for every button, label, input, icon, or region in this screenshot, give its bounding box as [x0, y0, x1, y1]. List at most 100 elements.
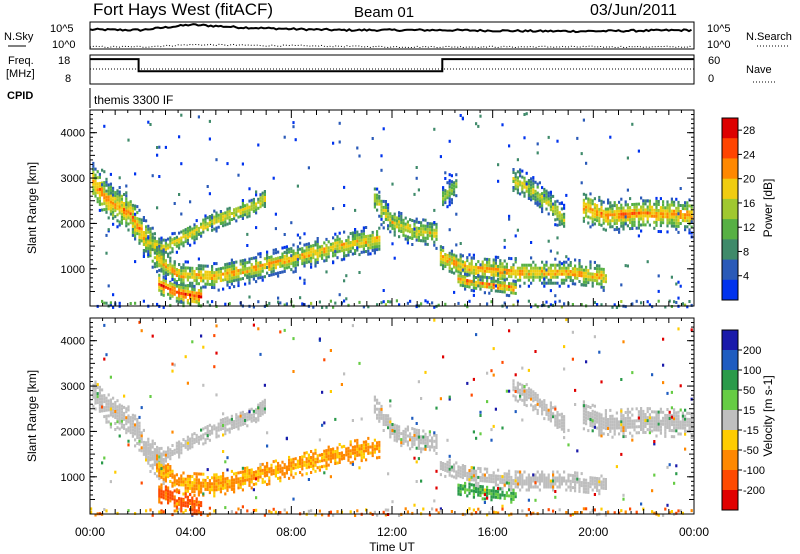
power-cell	[257, 267, 260, 271]
velocity-cell	[378, 401, 381, 405]
power-cell	[512, 189, 515, 192]
power-cell	[184, 286, 187, 290]
power-cell	[367, 252, 370, 256]
power-cell	[453, 253, 456, 257]
velocity-cell	[228, 421, 231, 425]
power-cell	[450, 186, 453, 190]
power-near-range-cell	[563, 302, 566, 306]
power-cell	[349, 247, 352, 250]
power-cell	[299, 253, 302, 257]
velocity-cell	[310, 459, 313, 462]
velocity-cell	[151, 466, 154, 470]
power-cell	[486, 260, 489, 264]
velocity-noise-cell	[138, 320, 141, 324]
power-cell	[101, 208, 104, 212]
power-cell	[527, 179, 530, 182]
velocity-cell	[244, 475, 247, 479]
power-cell	[228, 280, 231, 284]
power-cell	[554, 263, 557, 267]
power-cell	[450, 258, 453, 262]
power-cell	[571, 270, 574, 274]
power-cell	[530, 272, 533, 276]
power-cell	[92, 185, 95, 189]
power-cell	[200, 279, 203, 283]
velocity-cell	[497, 483, 500, 487]
power-near-range-cell	[534, 303, 537, 307]
velocity-cell	[545, 476, 548, 480]
velocity-cell	[140, 434, 143, 438]
velocity-cell	[211, 488, 214, 492]
power-noise-cell	[241, 162, 244, 166]
power-near-range-cell	[549, 303, 552, 307]
power-noise-cell	[354, 208, 357, 212]
velocity-noise-cell	[184, 355, 187, 359]
power-cell	[512, 180, 515, 183]
power-cell	[356, 233, 359, 237]
velocity-cell	[307, 453, 310, 457]
power-cell	[107, 192, 110, 196]
power-cell	[230, 267, 233, 271]
power-cell	[384, 212, 387, 215]
power-cell	[215, 262, 218, 266]
power-cell	[241, 277, 244, 281]
power-cell	[653, 208, 656, 212]
power-cell	[162, 272, 165, 276]
velocity-cell	[241, 422, 244, 426]
velocity-cell	[180, 506, 183, 510]
power-cell	[219, 213, 222, 216]
power-cell	[523, 275, 526, 279]
velocity-cell	[197, 506, 200, 510]
power-cell	[367, 237, 370, 241]
power-near-range-cell	[156, 302, 159, 306]
power-cell	[153, 265, 156, 269]
power-cell	[160, 261, 163, 265]
velocity-near-range-cell	[178, 507, 181, 511]
velocity-noise-cell	[439, 507, 442, 511]
power-cell	[666, 212, 669, 216]
velocity-cell	[281, 466, 284, 470]
power-cell	[503, 268, 506, 272]
velocity-cell	[424, 441, 427, 445]
velocity-cell	[105, 402, 108, 406]
power-noise-cell	[180, 212, 183, 216]
power-cell	[490, 276, 493, 280]
power-cell	[569, 261, 572, 264]
velocity-cell	[510, 475, 513, 479]
power-cell	[519, 266, 522, 270]
velocity-cell	[314, 463, 317, 467]
power-noise-cell	[173, 261, 176, 265]
velocity-cell	[543, 399, 546, 403]
power-cell	[263, 257, 266, 261]
velocity-cell	[325, 452, 328, 456]
velocity-cell	[514, 495, 517, 499]
power-cell	[519, 171, 522, 175]
power-cell	[180, 294, 183, 298]
velocity-cell	[417, 429, 420, 432]
power-cell	[105, 183, 108, 187]
power-cell	[519, 284, 522, 288]
power-cell	[160, 286, 163, 290]
velocity-cell	[105, 414, 108, 418]
power-cell	[219, 210, 222, 213]
velocity-cell	[116, 426, 119, 430]
velocity-cell	[523, 400, 526, 403]
power-cell	[398, 229, 401, 233]
power-cell	[659, 197, 662, 201]
velocity-cell	[233, 478, 236, 482]
power-cell	[400, 218, 403, 221]
velocity-cell	[167, 495, 170, 499]
velocity-cell	[549, 419, 552, 423]
velocity-near-range-cell	[94, 513, 97, 517]
power-cell	[488, 258, 491, 262]
power-cell	[241, 211, 244, 214]
velocity-cell	[164, 485, 167, 489]
power-cell	[129, 203, 132, 207]
velocity-cell	[184, 483, 187, 487]
power-noise-cell	[197, 115, 200, 119]
velocity-cell	[512, 489, 515, 492]
power-cell	[622, 224, 625, 228]
power-cell	[215, 280, 218, 284]
power-cell	[468, 253, 471, 257]
power-cell	[252, 277, 255, 281]
velocity-cell	[505, 491, 508, 495]
